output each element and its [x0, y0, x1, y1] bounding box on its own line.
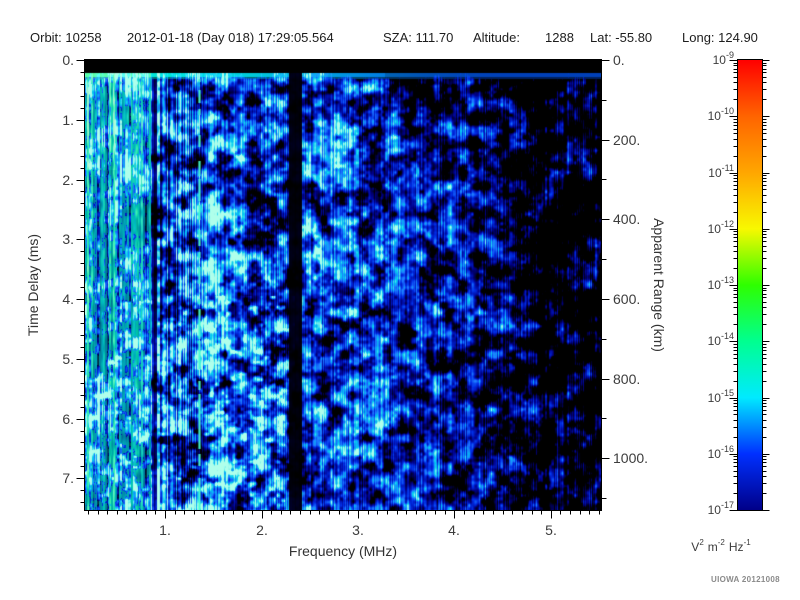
x-tick-label: 1. [159, 522, 171, 538]
right-tick-label: 1000. [613, 450, 649, 466]
colorbar-tick-label: 10-17 [707, 500, 734, 517]
colorbar-tick-label: 10-9 [712, 50, 734, 67]
colorbar-tick-label: 10-10 [707, 106, 734, 123]
x-tick-label: 3. [352, 522, 364, 538]
colorbar-gradient [737, 59, 763, 511]
left-tick-label: 7. [62, 470, 74, 486]
x-axis-title: Frequency (MHz) [288, 543, 398, 559]
left-tick-label: 2. [62, 172, 74, 188]
sza-field: SZA: 111.70 [383, 30, 454, 45]
left-tick-label: 1. [62, 112, 74, 128]
colorbar-units-label: V2 m-2 Hz-1 [668, 538, 778, 554]
right-tick-label: 0. [613, 52, 625, 68]
units-hertz: Hz-1 [728, 538, 751, 554]
right-axis-title: Apparent Range (km) [651, 218, 667, 352]
left-tick-label: 0. [62, 52, 74, 68]
datetime-field: 2012-01-18 (Day 018) 17:29:05.564 [127, 30, 334, 45]
colorbar-tick-label: 10-12 [707, 219, 734, 236]
spectrogram-canvas [85, 60, 601, 510]
right-tick-label: 600. [613, 291, 641, 307]
units-meters: m-2 [707, 538, 725, 554]
left-tick-label: 3. [62, 231, 74, 247]
altitude-value: 1288 [545, 30, 574, 45]
left-tick-label: 5. [62, 351, 74, 367]
right-tick-label: 400. [613, 211, 641, 227]
colorbar-tick-label: 10-15 [707, 388, 734, 405]
left-tick-label: 4. [62, 291, 74, 307]
units-volts: V2 [691, 538, 704, 554]
colorbar-tick-label: 10-16 [707, 444, 734, 461]
altitude-label: Altitude: [473, 30, 520, 45]
colorbar-tick-label: 10-13 [707, 275, 734, 292]
right-tick-label: 200. [613, 132, 641, 148]
long-field: Long: 124.90 [682, 30, 758, 45]
x-tick-label: 5. [545, 522, 557, 538]
colorbar-tick-label: 10-11 [708, 163, 734, 180]
orbit-field: Orbit: 10258 [30, 30, 102, 45]
left-axis-title: Time Delay (ms) [25, 233, 41, 337]
right-tick-label: 800. [613, 371, 641, 387]
colorbar-tick-label: 10-14 [707, 331, 734, 348]
x-tick-label: 4. [448, 522, 460, 538]
lat-field: Lat: -55.80 [590, 30, 653, 45]
left-tick-label: 6. [62, 411, 74, 427]
watermark: UIOWA 20121008 [711, 575, 780, 584]
x-tick-label: 2. [256, 522, 268, 538]
